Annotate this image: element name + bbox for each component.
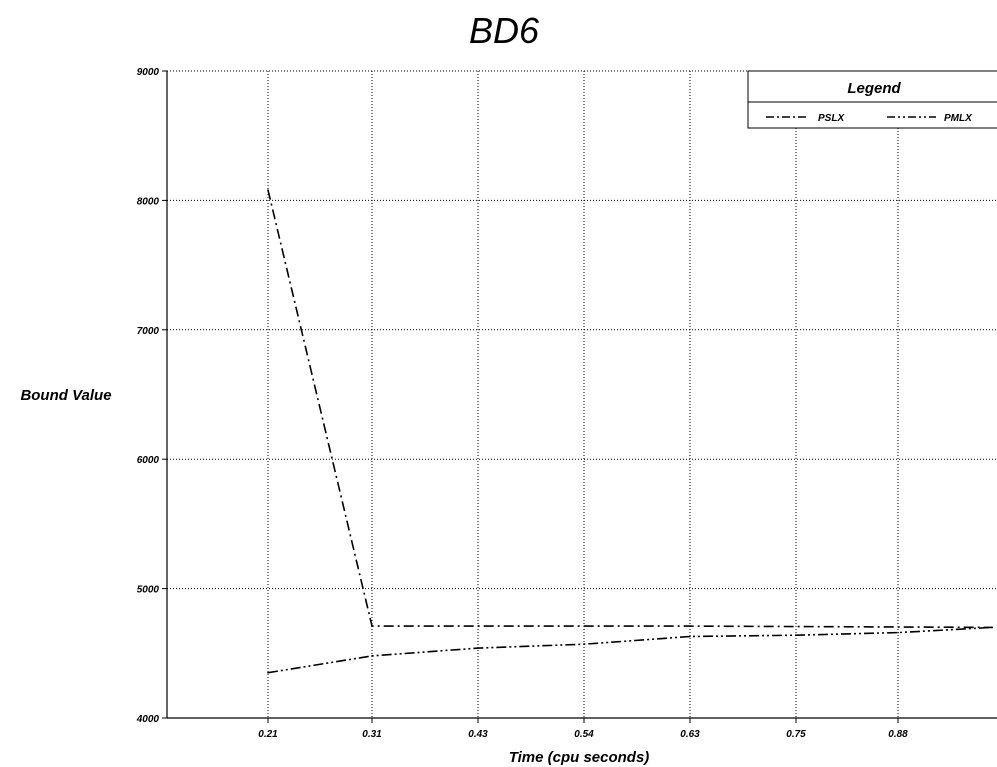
tick-labels: 4000 5000 6000 7000 8000 9000 0.21 0.31 0.43 0.54… xyxy=(136,67,908,740)
chart-title: BD6 xyxy=(469,10,540,51)
x-tick-label: 0.75 xyxy=(786,729,806,740)
data-point-pmlx xyxy=(477,647,479,649)
y-tick-label: 9000 xyxy=(137,67,160,78)
legend: Legend PSLX PMLX xyxy=(747,70,997,129)
y-axis-label: Bound Value xyxy=(20,387,111,404)
x-tick-label: 0.88 xyxy=(888,729,908,740)
x-tick-label: 0.43 xyxy=(468,729,488,740)
series-line-pmlx xyxy=(267,626,993,674)
data-point-pmlx xyxy=(371,655,373,657)
axes xyxy=(162,70,997,723)
x-tick-label: 0.54 xyxy=(574,729,594,740)
x-tick-label: 0.21 xyxy=(258,729,278,740)
data-point-pmlx xyxy=(795,634,797,636)
data-point-pmlx xyxy=(583,643,585,646)
legend-box xyxy=(747,70,997,129)
series-line-pslx xyxy=(267,189,993,629)
x-tick-label: 0.31 xyxy=(362,729,382,740)
legend-title: Legend xyxy=(847,80,901,97)
legend-entry-pslx: PSLX xyxy=(818,113,845,124)
data-point-pmlx xyxy=(897,631,899,634)
legend-entry-pmlx: PMLX xyxy=(944,113,973,124)
grid-lines xyxy=(167,70,997,718)
data-point-pslx xyxy=(689,625,691,627)
y-tick-label: 6000 xyxy=(137,455,160,466)
y-tick-label: 8000 xyxy=(137,196,160,207)
y-tick-label: 4000 xyxy=(136,714,160,725)
x-tick-label: 0.63 xyxy=(680,729,700,740)
data-point-pmlx xyxy=(991,626,993,629)
data-point-pslx xyxy=(267,189,269,191)
y-tick-label: 7000 xyxy=(137,326,160,337)
y-tick-label: 5000 xyxy=(137,585,160,596)
series-lines xyxy=(267,189,993,674)
data-point-pmlx xyxy=(689,635,691,638)
data-point-pslx xyxy=(371,625,373,627)
x-axis-label: Time (cpu seconds) xyxy=(509,749,650,766)
data-point-pmlx xyxy=(267,671,269,674)
